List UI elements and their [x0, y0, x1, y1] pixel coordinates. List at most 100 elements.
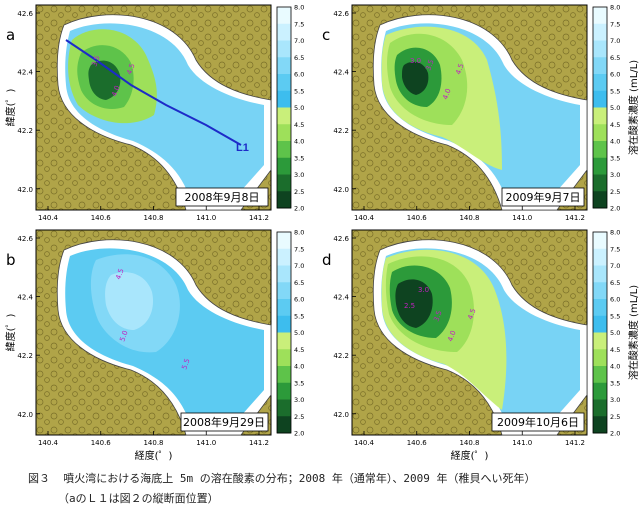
lon-tick-label: 140.8	[459, 214, 479, 222]
colorbar-tick-label: 3.0	[610, 171, 620, 179]
colorbar-swatch	[277, 299, 291, 317]
lon-tick-label: 140.4	[38, 439, 59, 447]
contour-label: 3.0	[418, 286, 429, 294]
colorbar-tick-label: 2.5	[294, 188, 304, 196]
colorbar-tick-label: 4.0	[294, 363, 304, 371]
colorbar-tick-label: 4.0	[294, 138, 304, 146]
colorbar-swatch	[593, 265, 607, 283]
colorbar-swatch	[593, 124, 607, 142]
colorbar-tick-label: 7.5	[610, 245, 620, 253]
contour-label: 3.5	[90, 54, 101, 67]
colorbar-swatch	[277, 382, 291, 400]
lat-tick-label: 42.2	[333, 127, 349, 135]
colorbar-swatch	[277, 399, 291, 417]
colorbar-swatch	[593, 7, 607, 25]
colorbar-swatch	[593, 191, 607, 209]
lat-tick-label: 42.6	[333, 235, 349, 243]
colorbar-swatch	[277, 174, 291, 192]
colorbar-swatch	[593, 107, 607, 125]
colorbar-tick-label: 4.5	[610, 346, 620, 354]
contour-label: 5.5	[180, 357, 191, 370]
colorbar-swatch	[277, 7, 291, 25]
colorbar-swatch	[277, 57, 291, 75]
colorbar-tick-label: 4.5	[294, 346, 304, 354]
lon-tick-label: 141.2	[249, 439, 269, 447]
date-label: 2009年9月7日	[506, 190, 581, 204]
colorbar-tick-label: 2.0	[294, 205, 304, 213]
colorbar-tick-label: 4.0	[610, 138, 620, 146]
lon-tick-label: 140.8	[143, 214, 163, 222]
lon-tick-label: 140.6	[407, 214, 428, 222]
colorbar-tick-label: 2.5	[610, 413, 620, 421]
colorbar-swatch	[593, 332, 607, 350]
colorbar-label: 溶在酸素濃度 (mL/L)	[627, 60, 640, 155]
colorbar-tick-label: 7.0	[610, 37, 620, 45]
lat-tick-label: 42.2	[333, 352, 349, 360]
colorbar-tick-label: 6.5	[610, 54, 620, 62]
lon-tick-label: 141.2	[565, 439, 585, 447]
lon-tick-label: 141.0	[196, 439, 216, 447]
colorbar-swatch	[593, 399, 607, 417]
colorbar-swatch	[277, 141, 291, 159]
colorbar-swatch	[277, 232, 291, 250]
colorbar-tick-label: 8.0	[610, 4, 620, 12]
colorbar-tick-label: 3.5	[610, 154, 620, 162]
lat-tick-label: 42.4	[333, 294, 349, 302]
colorbar-tick-label: 5.0	[294, 329, 304, 337]
colorbar-tick-label: 4.5	[294, 121, 304, 129]
colorbar-swatch	[593, 157, 607, 175]
lon-tick-label: 141.0	[196, 214, 216, 222]
date-label: 2009年10月6日	[497, 415, 579, 429]
colorbar-swatch	[593, 40, 607, 58]
colorbar-swatch	[277, 315, 291, 333]
lat-tick-label: 42.6	[17, 10, 33, 18]
colorbar-swatch	[593, 349, 607, 367]
contour-label: 4.5	[466, 307, 477, 320]
panel-a: L1 2008年9月8日 3.5 4.0 4.5	[35, 4, 272, 211]
colorbar-swatch	[277, 74, 291, 92]
date-label: 2008年9月29日	[183, 415, 265, 429]
contour-label: 2.5	[404, 302, 415, 310]
contour-label: 3.0	[410, 57, 421, 65]
date-label: 2008年9月8日	[185, 190, 260, 204]
colorbar-tick-label: 3.0	[294, 396, 304, 404]
x-axis-label: 経度(゜)	[135, 449, 173, 462]
colorbar-tick-label: 6.5	[610, 279, 620, 287]
panel-c: 2009年9月7日 3.0 3.5 4.0 4.5	[351, 4, 588, 211]
colorbar-swatch	[593, 299, 607, 317]
colorbar-label: 溶在酸素濃度 (mL/L)	[627, 285, 640, 380]
colorbar-tick-label: 7.0	[294, 262, 304, 270]
lon-tick-label: 140.6	[91, 439, 112, 447]
colorbar-tick-label: 7.0	[610, 262, 620, 270]
x-axis-label: 経度(゜)	[451, 449, 489, 462]
colorbar-swatch	[277, 416, 291, 434]
lat-tick-label: 42.4	[17, 294, 33, 302]
colorbar-tick-label: 5.0	[610, 104, 620, 112]
colorbar-frame	[276, 6, 292, 209]
colorbar-tick-label: 8.0	[610, 229, 620, 237]
colorbar-swatch	[277, 191, 291, 209]
colorbar-swatch	[593, 382, 607, 400]
colorbar-swatch	[277, 124, 291, 142]
colorbar-tick-label: 2.0	[294, 430, 304, 438]
colorbar-tick-label: 3.0	[294, 171, 304, 179]
colorbar-tick-label: 5.5	[294, 312, 304, 320]
lon-tick-label: 140.4	[38, 214, 59, 222]
lat-tick-label: 42.6	[333, 10, 349, 18]
lat-tick-label: 42.0	[333, 186, 349, 194]
lat-tick-label: 42.4	[333, 69, 349, 77]
contour-label: 4.0	[441, 87, 452, 100]
colorbar-frame	[276, 231, 292, 434]
colorbar-swatch	[593, 57, 607, 75]
colorbar-frame	[592, 6, 608, 209]
colorbar-tick-label: 8.0	[294, 4, 304, 12]
colorbar-swatch	[593, 366, 607, 384]
colorbar-swatch	[277, 107, 291, 125]
colorbar-tick-label: 2.0	[610, 430, 620, 438]
colorbar-tick-label: 4.5	[610, 121, 620, 129]
transect-label: L1	[236, 142, 249, 154]
lon-tick-label: 141.0	[512, 439, 532, 447]
colorbar-swatch	[593, 282, 607, 300]
colorbar-tick-label: 3.5	[294, 379, 304, 387]
